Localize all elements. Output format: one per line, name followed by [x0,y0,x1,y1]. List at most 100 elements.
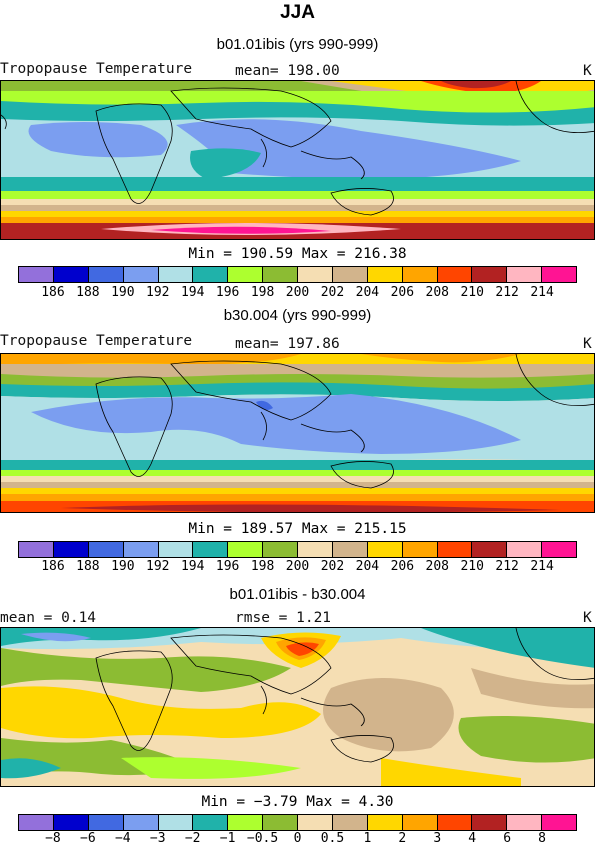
colorbar-tick-label: 1 [363,831,372,846]
colorbar-swatch [158,267,194,282]
colorbar-tick-label: 208 [425,559,449,574]
colorbar-tick-label: 196 [215,559,240,574]
panel2-subtitle: b30.004 (yrs 990-999) [223,307,372,324]
panel1-field-label: Tropopause Temperature [0,61,193,77]
colorbar-swatch [507,815,543,830]
colorbar-tick-label: 198 [250,285,275,300]
panel3-unit-label: K [583,610,592,626]
colorbar-tick-label: −8 [45,831,61,846]
colorbar-swatch [193,815,229,830]
colorbar-swatch [263,267,298,282]
colorbar-swatch [19,542,54,557]
panel2-unit-label: K [583,336,592,352]
colorbar-tick-label: 208 [425,285,449,300]
panel3-min-max: Min = −3.79 Max = 4.30 [201,794,394,810]
colorbar-swatch [437,815,473,830]
panel1-subtitle: b01.01ibis (yrs 990-999) [216,36,379,53]
colorbar-swatch [298,542,333,557]
colorbar-swatch [402,267,438,282]
colorbar-swatch [437,267,473,282]
panel3-colorbar [18,814,577,831]
panel3-mean-label: mean = 0.14 [0,610,97,626]
colorbar-tick-label: 198 [250,559,275,574]
colorbar-tick-label: 200 [285,285,310,300]
colorbar-tick-label: −3 [149,831,166,846]
colorbar-swatch [437,542,473,557]
panel3-subtitle: b01.01ibis - b30.004 [229,586,366,603]
colorbar-swatch [507,267,543,282]
colorbar-swatch [402,815,438,830]
colorbar-tick-label: 204 [355,559,380,574]
colorbar-tick-label: 206 [390,285,415,300]
colorbar-swatch [193,267,229,282]
colorbar-tick-label: 3 [433,831,442,846]
colorbar-tick-label: −2 [184,831,201,846]
colorbar-tick-label: 190 [111,285,135,300]
colorbar-tick-label: 214 [530,285,554,300]
panel1-contour-plot [1,81,594,239]
colorbar-swatch [123,542,159,557]
colorbar-tick-label: 210 [460,285,484,300]
colorbar-swatch [19,815,54,830]
colorbar-tick-label: 196 [215,285,240,300]
colorbar-tick-label: 200 [285,559,310,574]
colorbar-swatch [228,267,264,282]
colorbar-swatch [472,267,508,282]
colorbar-tick-label: 8 [538,831,546,846]
colorbar-tick-label: 210 [460,559,484,574]
colorbar-swatch [88,267,124,282]
colorbar-swatch [542,542,576,557]
colorbar-swatch [367,815,403,830]
panel2-mean-label: mean= 197.86 [235,336,340,352]
colorbar-tick-label: 212 [495,559,519,574]
colorbar-swatch [158,542,194,557]
colorbar-tick-label: 194 [180,559,205,574]
panel2-min-max: Min = 189.57 Max = 215.15 [188,521,407,537]
colorbar-swatch [367,542,403,557]
colorbar-tick-label: 0 [293,831,302,846]
colorbar-swatch [298,267,333,282]
colorbar-tick-label: 188 [76,285,100,300]
colorbar-tick-label: 202 [320,559,345,574]
colorbar-swatch [123,815,159,830]
panel1-min-max: Min = 190.59 Max = 216.38 [188,246,407,262]
colorbar-swatch [228,815,264,830]
colorbar-tick-label: −0.5 [246,831,279,846]
colorbar-swatch [123,267,159,282]
colorbar-swatch [298,815,333,830]
colorbar-tick-label: 0.5 [320,831,345,846]
colorbar-swatch [263,542,298,557]
panel3-contour-plot [1,628,594,786]
colorbar-tick-label: 202 [320,285,345,300]
panel1-map [0,80,595,240]
colorbar-swatch [53,267,89,282]
panel3-colorbar-ticks: −8 −6 −4 −3 −2 −1 −0.5 0 0.5 1 2 3 4 6 8 [0,831,595,847]
colorbar-swatch [367,267,403,282]
colorbar-tick-label: 212 [495,285,519,300]
colorbar-swatch [472,815,508,830]
panel1-mean-label: mean= 198.00 [235,63,340,79]
colorbar-tick-label: −4 [114,831,131,846]
colorbar-swatch [88,542,124,557]
colorbar-swatch [193,542,229,557]
panel1-unit-label: K [583,63,592,79]
colorbar-swatch [158,815,194,830]
colorbar-tick-label: −1 [219,831,236,846]
colorbar-swatch [542,815,576,830]
panel2-colorbar [18,541,577,558]
colorbar-swatch [472,542,508,557]
colorbar-tick-label: 192 [146,559,170,574]
colorbar-tick-label: 194 [180,285,205,300]
colorbar-tick-label: 186 [41,559,65,574]
colorbar-tick-label: 190 [111,559,135,574]
page-title: JJA [280,2,315,23]
colorbar-swatch [53,542,89,557]
colorbar-swatch [19,267,54,282]
colorbar-tick-label: 206 [390,559,415,574]
colorbar-tick-label: −6 [80,831,96,846]
panel2-map [0,353,595,513]
colorbar-tick-label: 4 [468,831,477,846]
colorbar-swatch [507,542,543,557]
panel1-colorbar-ticks: 186 188 190 192 194 196 198 200 202 204 206 208 210 2… [0,285,595,301]
colorbar-tick-label: 192 [146,285,170,300]
